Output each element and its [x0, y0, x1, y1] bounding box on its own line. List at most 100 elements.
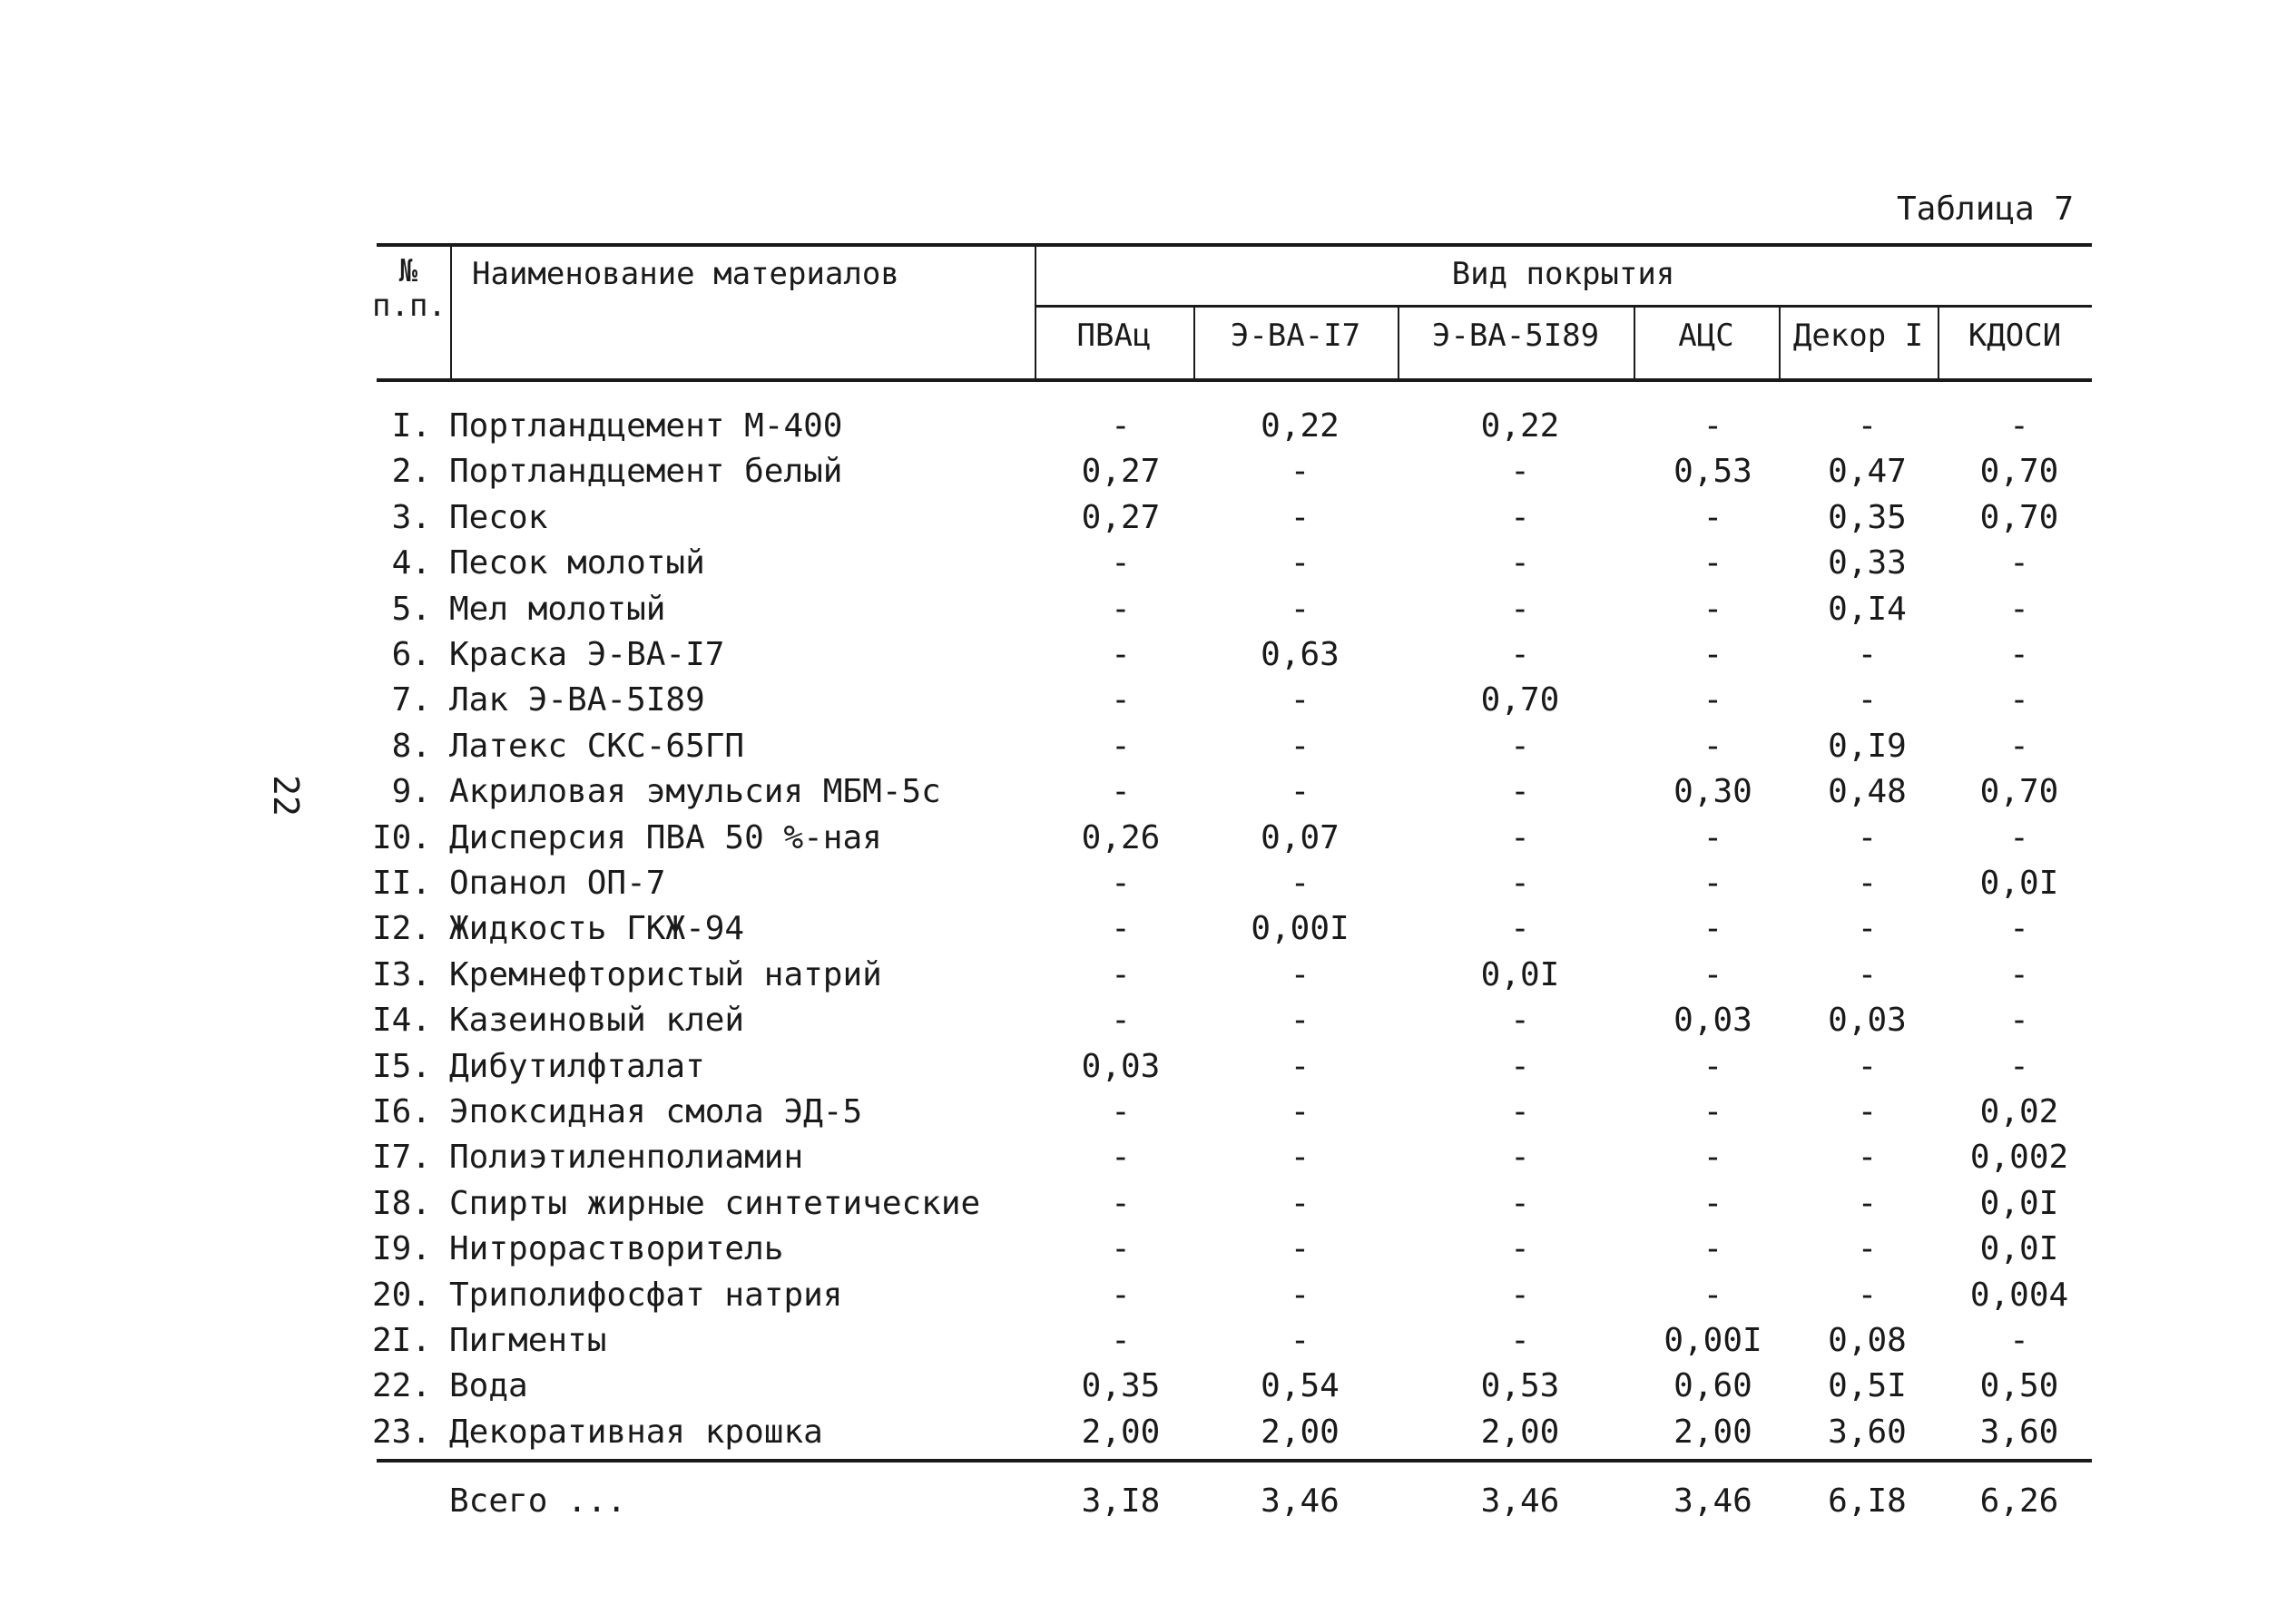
- table-row: 2І. Пигменты - - - 0,00І 0,08 -: [368, 1318, 2092, 1364]
- value-cell: 0,0І: [1979, 1230, 2059, 1268]
- value-cell: 0,5І: [1828, 1367, 1907, 1405]
- material-name: Опанол ОП-7: [449, 865, 666, 902]
- column-header: Э-ВА-І7: [1230, 318, 1361, 354]
- table-row: І5. Дибутилфталат 0,03 - - - - -: [368, 1044, 2092, 1090]
- total-value: 3,46: [1480, 1482, 1560, 1520]
- coating-type-header: Вид покрытия: [1451, 256, 1675, 292]
- group-rule: [1035, 305, 2092, 308]
- value-cell: -: [1857, 1230, 1878, 1268]
- value-cell: 3,60: [1828, 1413, 1907, 1451]
- table-caption: Таблица 7: [1897, 191, 2075, 228]
- value-cell: 0,48: [1828, 773, 1907, 811]
- total-row: Всего ... 3,І8 3,46 3,46 3,46 6,І8 6,26: [368, 1479, 2092, 1524]
- value-cell: 0,70: [1979, 498, 2059, 536]
- value-cell: 0,26: [1081, 818, 1161, 856]
- value-cell: 0,60: [1673, 1367, 1752, 1405]
- value-cell: -: [1290, 1276, 1310, 1314]
- material-name: Декоративная крошка: [449, 1413, 823, 1451]
- value-cell: -: [1111, 1139, 1131, 1177]
- total-value: 6,26: [1979, 1482, 2059, 1520]
- total-value: 6,І8: [1828, 1482, 1907, 1520]
- value-cell: -: [1290, 865, 1310, 902]
- value-cell: -: [1111, 1093, 1131, 1130]
- value-cell: 2,00: [1081, 1413, 1161, 1451]
- row-number: 8.: [391, 727, 431, 765]
- table-row: 5. Мел молотый - - - - 0,І4 -: [368, 587, 2092, 632]
- value-cell: -: [1510, 1093, 1530, 1130]
- value-cell: -: [1111, 1184, 1131, 1222]
- value-cell: -: [1510, 910, 1530, 948]
- column-header: КДОСИ: [1968, 318, 2062, 354]
- value-cell: -: [2009, 955, 2029, 993]
- value-cell: -: [1510, 1139, 1530, 1177]
- value-cell: -: [2009, 681, 2029, 719]
- value-cell: -: [1703, 544, 1723, 582]
- value-cell: 0,0І: [1979, 865, 2059, 902]
- value-cell: -: [1703, 498, 1723, 536]
- value-cell: 0,03: [1081, 1047, 1161, 1085]
- value-cell: -: [1857, 407, 1878, 445]
- column-divider: [1634, 307, 1635, 378]
- value-cell: -: [1703, 636, 1723, 673]
- table-row: І7. Полиэтиленполиамин - - - - - 0,002: [368, 1135, 2092, 1180]
- value-cell: -: [1510, 636, 1530, 673]
- value-cell: -: [1703, 1093, 1723, 1130]
- material-name: Портландцемент М-400: [449, 407, 843, 445]
- value-cell: -: [1857, 865, 1878, 902]
- material-name: Мел молотый: [449, 590, 666, 628]
- material-name: Песок: [449, 498, 548, 536]
- value-cell: -: [1703, 1139, 1723, 1177]
- column-divider: [1779, 307, 1781, 378]
- row-number: 2І.: [371, 1322, 431, 1359]
- total-rule: [377, 1459, 2092, 1463]
- value-cell: -: [1857, 1276, 1878, 1314]
- row-number: 23.: [371, 1413, 431, 1451]
- value-cell: -: [1290, 453, 1310, 491]
- value-cell: -: [1111, 636, 1131, 673]
- value-cell: -: [1290, 955, 1310, 993]
- value-cell: 0,30: [1673, 773, 1752, 811]
- value-cell: -: [1703, 910, 1723, 948]
- material-name: Дисперсия ПВА 50 %-ная: [449, 818, 882, 856]
- total-value: 3,46: [1261, 1482, 1340, 1520]
- value-cell: -: [1290, 1184, 1310, 1222]
- value-cell: -: [1290, 544, 1310, 582]
- row-number: 4.: [391, 544, 431, 582]
- value-cell: -: [1857, 818, 1878, 856]
- value-cell: -: [1510, 1184, 1530, 1222]
- row-number: І0.: [371, 818, 431, 856]
- table-row: І9. Нитрорастворитель - - - - - 0,0І: [368, 1227, 2092, 1272]
- value-cell: -: [1703, 818, 1723, 856]
- value-cell: -: [1290, 498, 1310, 536]
- value-cell: -: [1111, 1322, 1131, 1359]
- material-name: Дибутилфталат: [449, 1047, 705, 1085]
- row-number: 20.: [371, 1276, 431, 1314]
- value-cell: -: [2009, 544, 2029, 582]
- value-cell: -: [1703, 1184, 1723, 1222]
- table-row: 7. Лак Э-ВА-5І89 - - 0,70 - - -: [368, 678, 2092, 723]
- row-number: І9.: [371, 1230, 431, 1268]
- value-cell: 0,50: [1979, 1367, 2059, 1405]
- value-cell: 3,60: [1979, 1413, 2059, 1451]
- value-cell: 0,0І: [1979, 1184, 2059, 1222]
- table-row: І3. Кремнефтористый натрий - - 0,0І - - -: [368, 953, 2092, 998]
- value-cell: -: [1111, 407, 1131, 445]
- material-name: Эпоксидная смола ЭД-5: [449, 1093, 863, 1130]
- row-number: І5.: [371, 1047, 431, 1085]
- value-cell: 0,002: [1969, 1139, 2069, 1177]
- column-header: АЦС: [1678, 318, 1734, 354]
- value-cell: -: [2009, 1322, 2029, 1359]
- value-cell: -: [1857, 910, 1878, 948]
- material-name: Спирты жирные синтетические: [449, 1184, 981, 1222]
- value-cell: -: [1290, 1047, 1310, 1085]
- value-cell: -: [1703, 681, 1723, 719]
- value-cell: -: [1111, 865, 1131, 902]
- value-cell: -: [1290, 1093, 1310, 1130]
- material-name: Краска Э-ВА-І7: [449, 636, 725, 673]
- value-cell: -: [1111, 1230, 1131, 1268]
- table-row: ІІ. Опанол ОП-7 - - - - - 0,0І: [368, 861, 2092, 906]
- value-cell: -: [1290, 1002, 1310, 1040]
- value-cell: -: [1111, 1276, 1131, 1314]
- value-cell: 0,0І: [1480, 955, 1560, 993]
- header-rule: [377, 378, 2092, 382]
